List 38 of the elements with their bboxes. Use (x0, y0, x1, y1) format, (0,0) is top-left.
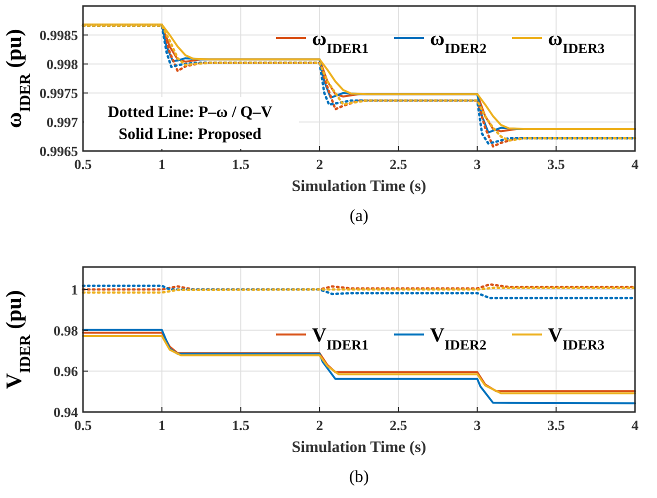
line-series (82, 328, 636, 404)
x-tick-label: 2 (316, 419, 324, 434)
y-tick-label: 0.9985 (40, 29, 78, 44)
y-tick-label: 0.96 (54, 365, 78, 380)
x-tick-label: 3.5 (547, 158, 565, 173)
x-tick-label: 3 (474, 158, 481, 173)
legend-label: V$_{IDER3}$ (548, 324, 604, 353)
text: (b) (349, 467, 369, 486)
x-axis-title: Simulation Time (s) (292, 439, 426, 456)
x-tick-label: 0.5 (74, 158, 92, 173)
annotation: Solid Line: Proposed (118, 126, 262, 143)
x-tick-label: 1.5 (232, 419, 250, 434)
y-tick-label: 0.9965 (40, 145, 78, 160)
x-tick-label: 0.5 (74, 419, 92, 434)
legend-label: V$_{IDER2}$ (430, 324, 486, 353)
y-tick-label: 0.998 (46, 58, 78, 73)
y-tick-label: 0.997 (46, 116, 78, 131)
x-tick-label: 4 (632, 419, 638, 434)
legend-label: ω$_{IDER3}$ (548, 28, 605, 56)
x-tick-label: 3 (474, 419, 481, 434)
x-tick-label: 1 (158, 419, 166, 434)
y-tick-label: 0.94 (54, 406, 78, 421)
text: (a) (350, 206, 368, 225)
legend-label: V$_{IDER1}$ (312, 324, 368, 353)
legend-label: ω$_{IDER1}$ (312, 28, 369, 56)
y-tick-label: 0.98 (54, 324, 78, 340)
x-tick-label: 1.5 (232, 158, 250, 173)
x-tick-label: 1 (158, 158, 166, 173)
x-tick-label: 3.5 (547, 419, 565, 434)
legend-label: ω$_{IDER2}$ (430, 28, 487, 56)
y-tick-label: 1 (71, 283, 78, 298)
x-tick-label: 2.5 (390, 419, 408, 434)
x-tick-label: 4 (632, 158, 638, 173)
x-tick-label: 2.5 (390, 158, 408, 173)
annotation: Dotted Line: P–ω / Q–V (108, 104, 273, 121)
x-tick-label: 2 (316, 158, 324, 173)
x-axis-title: Simulation Time (s) (292, 178, 426, 195)
y-tick-label: 0.9975 (40, 87, 78, 102)
